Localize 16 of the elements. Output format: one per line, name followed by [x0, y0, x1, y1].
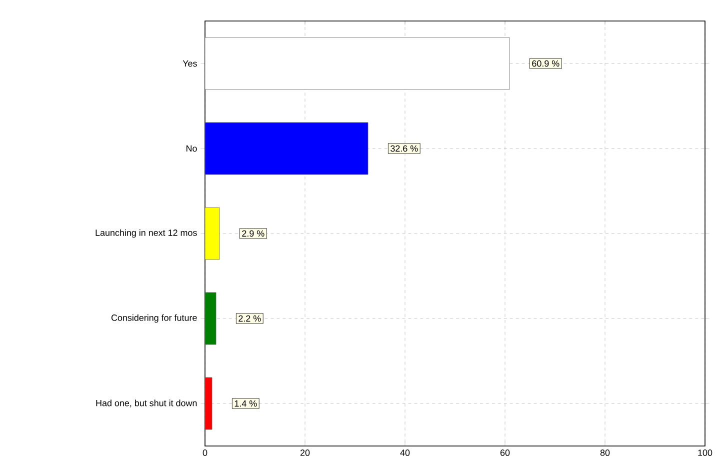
x-tick-label: 60	[500, 450, 510, 456]
y-tick-label: Considering for future	[111, 314, 197, 323]
x-tick-label: 80	[600, 450, 610, 456]
data-label: 32.6 %	[390, 145, 418, 152]
y-tick-label: No	[186, 145, 197, 152]
data-label: 2.2 %	[238, 315, 261, 322]
x-tick-label: 0	[202, 450, 208, 456]
data-label: 1.4 %	[234, 400, 257, 407]
y-tick-label: Launching in next 12 mos	[96, 229, 197, 238]
x-tick-label: 20	[300, 450, 310, 456]
x-tick-label: 100	[698, 450, 712, 456]
y-tick-label: Had one, but shut it down	[96, 400, 197, 408]
x-tick-label: 40	[400, 450, 410, 456]
y-tick-label: Yes	[182, 60, 197, 67]
data-label: 60.9 %	[532, 60, 560, 67]
data-label: 2.9 %	[242, 230, 264, 237]
